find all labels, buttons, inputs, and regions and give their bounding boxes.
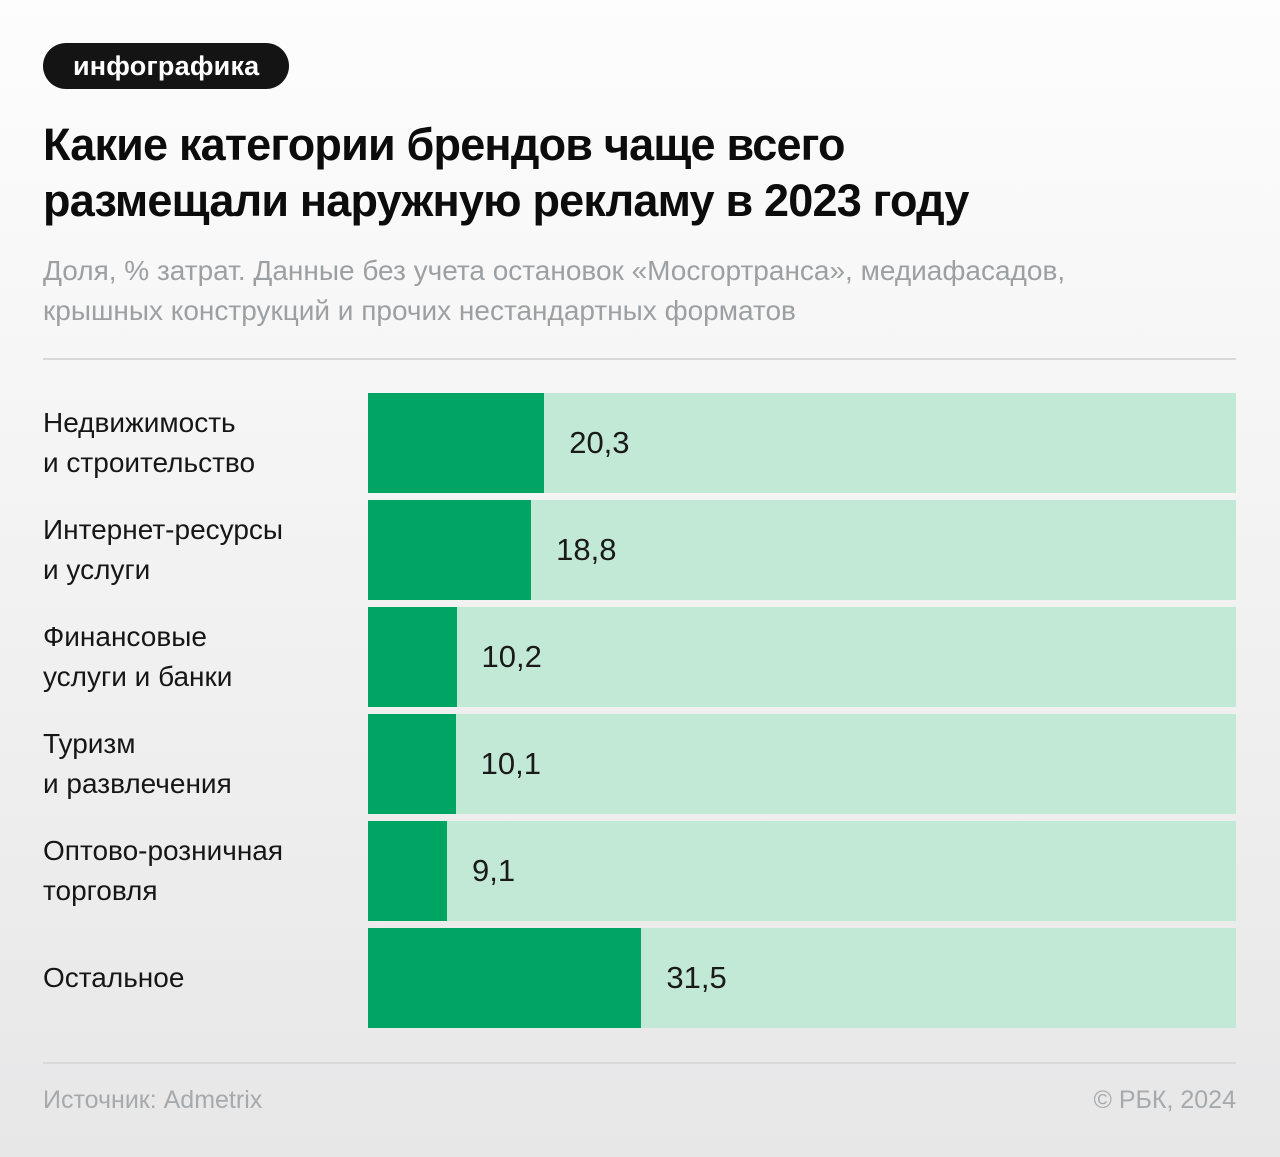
- bar-fill: [368, 821, 447, 921]
- subtitle-line-2: крышных конструкций и прочих нестандартн…: [43, 295, 796, 326]
- bar-value: 10,1: [480, 746, 541, 781]
- row-label: Интернет-ресурсы и услуги: [43, 514, 284, 585]
- top-divider: [43, 358, 1236, 360]
- bar-value: 10,2: [481, 639, 542, 674]
- chart-subtitle: Доля, % затрат. Данные без учета останов…: [43, 251, 1236, 331]
- bar-fill: [368, 500, 532, 600]
- title-line-2: размещали наружную рекламу в 2023 году: [43, 175, 969, 226]
- footer: Источник: Admetrix © РБК, 2024: [43, 1086, 1236, 1115]
- chart-row: Интернет-ресурсы и услуги 18,8: [43, 500, 1236, 600]
- bar-track: 9,1: [368, 821, 1236, 921]
- subtitle-line-1: Доля, % затрат. Данные без учета останов…: [43, 255, 1066, 286]
- bar-value: 20,3: [569, 425, 630, 460]
- bar-value: 18,8: [556, 532, 617, 567]
- row-label: Финансовые услуги и банки: [43, 621, 233, 692]
- bar-fill: [368, 714, 456, 814]
- title-line-1: Какие категории брендов чаще всего: [43, 119, 846, 170]
- bar-value: 31,5: [666, 960, 727, 995]
- infographic-badge: инфографика: [43, 43, 290, 89]
- bar-fill: [368, 607, 457, 707]
- bar-fill: [368, 928, 642, 1028]
- source-credit: Источник: Admetrix: [43, 1086, 263, 1114]
- chart-row: Туризм и развлечения 10,1: [43, 714, 1236, 814]
- page-title: Какие категории брендов чаще всего размещ…: [43, 117, 1236, 229]
- bar-track: 10,1: [368, 714, 1236, 814]
- bar-fill: [368, 393, 545, 493]
- bar-chart: Недвижимость и строительство 20,3 Интерне…: [43, 393, 1236, 1028]
- row-label: Остальное: [43, 962, 185, 993]
- bar-track: 31,5: [368, 928, 1236, 1028]
- bar-track: 20,3: [368, 393, 1236, 493]
- chart-row: Оптово-розничная торговля 9,1: [43, 821, 1236, 921]
- chart-row: Недвижимость и строительство 20,3: [43, 393, 1236, 493]
- row-label: Недвижимость и строительство: [43, 407, 256, 478]
- row-label: Оптово-розничная торговля: [43, 835, 284, 906]
- footer-divider: [43, 1062, 1236, 1064]
- chart-row: Остальное 31,5: [43, 928, 1236, 1028]
- row-label: Туризм и развлечения: [43, 728, 232, 799]
- chart-row: Финансовые услуги и банки 10,2: [43, 607, 1236, 707]
- bar-value: 9,1: [471, 853, 516, 888]
- bar-track: 18,8: [368, 500, 1236, 600]
- bar-track: 10,2: [368, 607, 1236, 707]
- copyright: © РБК, 2024: [1093, 1086, 1236, 1114]
